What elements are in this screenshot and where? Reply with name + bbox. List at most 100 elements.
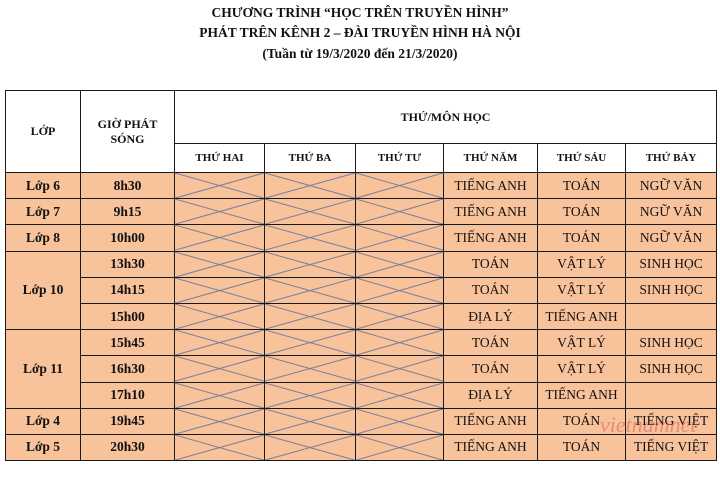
subject-cell: TOÁN [443, 276, 538, 304]
table-row: 16h30 TOÁN VẬT LÝ SINH HỌC [6, 355, 718, 383]
no-broadcast-cell [355, 302, 444, 331]
no-broadcast-cell [264, 171, 356, 200]
subject-cell: SINH HỌC [624, 250, 718, 278]
cross-mark-icon [175, 330, 264, 355]
subject-cell: SINH HỌC [624, 355, 718, 383]
subject-cell: VẬT LÝ [537, 329, 626, 357]
no-broadcast-cell [355, 198, 444, 226]
cross-mark-icon [265, 435, 355, 460]
cross-mark-icon [356, 383, 443, 408]
document-title: CHƯƠNG TRÌNH “HỌC TRÊN TRUYỀN HÌNH” [211, 5, 509, 20]
table-row: Lớp 5 20h30 TIẾNG ANH TOÁN TIẾNG VIỆT [5, 433, 718, 462]
cross-mark-icon [175, 383, 264, 408]
no-broadcast-cell [174, 171, 265, 200]
subject-cell [624, 381, 718, 409]
class-cell: Lớp 11 [5, 329, 81, 409]
time-cell: 10h00 [80, 224, 175, 252]
cross-mark-icon [356, 409, 443, 434]
cross-mark-icon [175, 225, 264, 250]
cross-mark-icon [265, 330, 355, 355]
class-cell: Lớp 6 [5, 171, 81, 200]
cross-mark-icon [265, 409, 355, 434]
header-day: THỨ BẢY [624, 143, 718, 173]
cross-mark-icon [175, 435, 264, 460]
no-broadcast-cell [264, 250, 356, 278]
table-row: Lớp 4 19h45 TIẾNG ANH TOÁN TIẾNG VIỆT [5, 407, 718, 435]
cross-mark-icon [265, 173, 355, 198]
subject-cell: NGỮ VĂN [624, 224, 718, 252]
cross-mark-icon [175, 409, 264, 434]
header-day: THỨ SÁU [537, 143, 626, 173]
subject-cell: ĐỊA LÝ [443, 381, 538, 409]
no-broadcast-cell [174, 276, 265, 304]
no-broadcast-cell [355, 171, 444, 200]
time-cell: 14h15 [80, 276, 175, 304]
no-broadcast-cell [174, 302, 265, 331]
class-cell: Lớp 10 [5, 250, 81, 331]
header-class: LỚP [5, 90, 81, 173]
time-cell: 15h45 [80, 329, 175, 357]
cross-mark-icon [175, 304, 264, 329]
subject-cell: SINH HỌC [624, 276, 718, 304]
no-broadcast-cell [355, 433, 444, 462]
no-broadcast-cell [174, 433, 265, 462]
document-date-range: (Tuần từ 19/3/2020 đến 21/3/2020) [262, 46, 458, 61]
header-days-group: THỨ/MÔN HỌC [173, 90, 718, 144]
subject-cell: TOÁN [443, 329, 538, 357]
subject-cell: NGỮ VĂN [624, 198, 718, 226]
no-broadcast-cell [174, 355, 265, 383]
table-row: Lớp 10 13h30 TOÁN VẬT LÝ SINH HỌC [5, 250, 718, 331]
subject-cell: TIẾNG VIỆT [624, 433, 718, 462]
no-broadcast-cell [355, 250, 444, 278]
subject-cell: TOÁN [537, 407, 626, 435]
time-cell: 9h15 [80, 198, 175, 226]
cross-mark-icon [356, 278, 443, 303]
no-broadcast-cell [264, 433, 356, 462]
no-broadcast-cell [174, 224, 265, 252]
no-broadcast-cell [355, 224, 444, 252]
subject-cell: TIẾNG ANH [443, 198, 538, 226]
subject-cell: ĐỊA LÝ [443, 302, 538, 331]
cross-mark-icon [175, 199, 264, 224]
time-cell: 17h10 [80, 381, 175, 409]
header-day: THỨ TƯ [355, 143, 444, 173]
subject-cell: TIẾNG ANH [443, 171, 538, 200]
subject-cell: TOÁN [537, 224, 626, 252]
time-cell: 20h30 [80, 433, 175, 462]
subject-cell: TIẾNG ANH [537, 381, 626, 409]
subject-cell: TOÁN [537, 198, 626, 226]
subject-cell: TIẾNG VIỆT [624, 407, 718, 435]
no-broadcast-cell [355, 276, 444, 304]
cross-mark-icon [356, 435, 443, 460]
no-broadcast-cell [264, 407, 356, 435]
time-cell: 15h00 [80, 302, 175, 331]
no-broadcast-cell [174, 329, 265, 357]
cross-mark-icon [356, 173, 443, 198]
cross-mark-icon [356, 356, 443, 381]
no-broadcast-cell [355, 355, 444, 383]
no-broadcast-cell [264, 329, 356, 357]
table-row: 14h15 TOÁN VẬT LÝ SINH HỌC [6, 276, 718, 304]
table-row: Lớp 6 8h30 TIẾNG ANH TOÁN NGỮ VĂN [5, 171, 718, 200]
no-broadcast-cell [355, 407, 444, 435]
cross-mark-icon [265, 304, 355, 329]
no-broadcast-cell [174, 250, 265, 278]
header-day: THỨ HAI [174, 143, 265, 173]
subject-cell: TIẾNG ANH [537, 302, 626, 331]
cross-mark-icon [175, 356, 264, 381]
no-broadcast-cell [174, 198, 265, 226]
table-row: Lớp 8 10h00 TIẾNG ANH TOÁN NGỮ VĂN [5, 224, 718, 252]
subject-cell: TOÁN [537, 433, 626, 462]
time-cell: 13h30 [80, 250, 175, 278]
subject-cell: TIẾNG ANH [443, 407, 538, 435]
cross-mark-icon [175, 173, 264, 198]
cross-mark-icon [265, 278, 355, 303]
table-row: Lớp 11 15h45 TOÁN VẬT LÝ SINH HỌC [5, 329, 718, 409]
cross-mark-icon [265, 383, 355, 408]
time-cell: 19h45 [80, 407, 175, 435]
time-cell: 8h30 [80, 171, 175, 200]
no-broadcast-cell [174, 381, 265, 409]
cross-mark-icon [356, 330, 443, 355]
header-day: THỨ BA [264, 143, 356, 173]
no-broadcast-cell [264, 355, 356, 383]
